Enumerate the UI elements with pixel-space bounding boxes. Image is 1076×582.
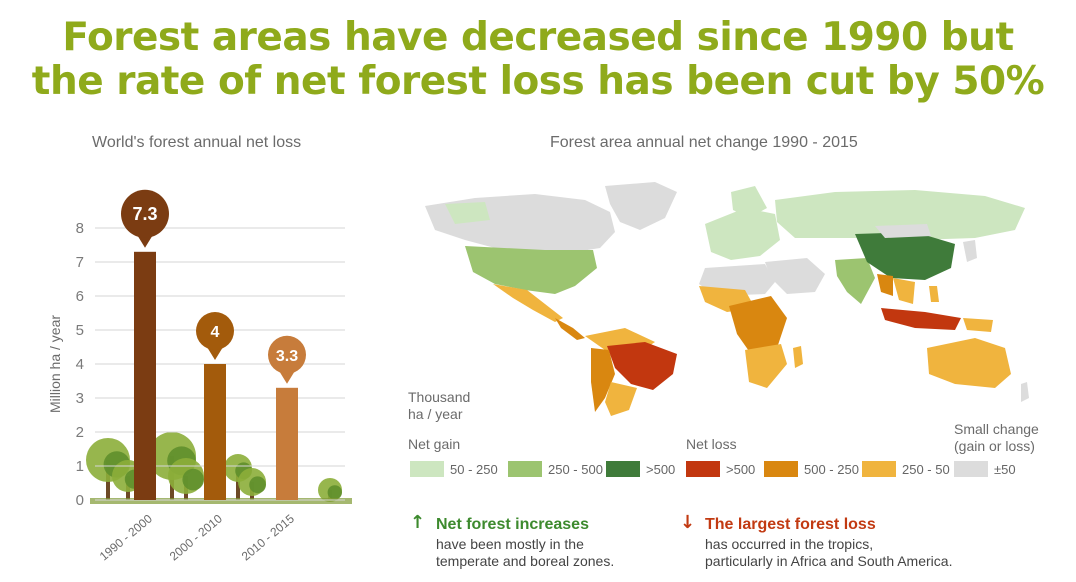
region-southern-cone (605, 382, 637, 416)
region-india (835, 258, 875, 304)
category-label: 2010 - 2015 (239, 511, 297, 563)
legend-unit-line-1: Thousand (408, 389, 471, 405)
region-mexico (493, 284, 563, 322)
region-china (855, 232, 955, 280)
region-indonesia (881, 308, 961, 330)
legend-label: >500 (726, 462, 756, 477)
y-tick-label: 8 (76, 220, 84, 237)
callout-pointer (207, 347, 223, 360)
bar (204, 364, 226, 500)
region-indochina (893, 278, 915, 304)
legend-swatch (686, 461, 720, 477)
tree-crown (249, 476, 266, 494)
region-alaska (445, 202, 490, 224)
region-europe (705, 208, 780, 260)
legend-small-title-1: Small change (954, 421, 1039, 437)
legend-swatch (508, 461, 542, 477)
region-greenland (605, 182, 677, 230)
y-tick-label: 4 (76, 356, 84, 373)
region-canada (425, 194, 615, 252)
legend-swatch (764, 461, 798, 477)
map-title: Forest area annual net change 1990 - 201… (550, 134, 858, 151)
legend-swatch (410, 461, 444, 477)
callout-pointer (279, 370, 295, 384)
region-central-africa (729, 296, 787, 354)
region-new-zealand (1021, 382, 1029, 402)
tree-crown (182, 468, 204, 491)
data-label: 7.3 (132, 204, 157, 224)
y-tick-label: 5 (76, 322, 84, 339)
category-label: 2000 - 2010 (167, 511, 225, 563)
legend-swatch (606, 461, 640, 477)
region-russia (775, 190, 1025, 240)
increase-note-heading: Net forest increases (436, 516, 589, 533)
y-tick-label: 2 (76, 424, 84, 441)
legend-label: >500 (646, 462, 676, 477)
tree-crown (327, 485, 342, 500)
y-tick-label: 3 (76, 390, 84, 407)
legend-small-title-2: (gain or loss) (954, 438, 1035, 454)
y-axis-label: Million ha / year (47, 315, 63, 413)
increase-note-line-1: have been mostly in the (436, 536, 584, 552)
legend-swatch (954, 461, 988, 477)
callout-pointer (137, 234, 153, 248)
region-mongolia (875, 224, 931, 238)
region-scandinavia (731, 186, 767, 218)
ground (90, 498, 352, 504)
region-madagascar (793, 346, 803, 368)
legend-label: 50 - 250 (450, 462, 498, 477)
callout-bubble (121, 189, 169, 238)
legend-label: ±50 (994, 462, 1016, 477)
data-label: 3.3 (276, 348, 298, 365)
loss-note-line-1: has occurred in the tropics, (705, 536, 874, 552)
legend-label: 250 - 500 (548, 462, 603, 477)
region-papua (963, 318, 993, 332)
region-australia (927, 338, 1011, 388)
category-label: 1990 - 2000 (97, 511, 155, 563)
region-philippines (929, 286, 939, 302)
region-middle-east (765, 258, 825, 294)
callout-bubble (196, 312, 234, 350)
headline-line-1: Forest areas have decreased since 1990 b… (62, 15, 1014, 60)
bar (276, 387, 298, 500)
legend-unit-line-2: ha / year (408, 406, 463, 422)
y-tick-label: 1 (76, 458, 84, 475)
bar-chart-title: World's forest annual net loss (92, 134, 302, 151)
y-tick-label: 7 (76, 254, 84, 271)
region-southern-africa (745, 344, 787, 388)
region-brazil (607, 342, 677, 390)
loss-note-line-2: particularly in Africa and South America… (705, 553, 953, 569)
region-japan (963, 240, 977, 262)
region-central-america (555, 318, 585, 340)
data-label: 4 (211, 324, 220, 341)
increase-note-line-2: temperate and boreal zones. (436, 553, 615, 569)
bar (134, 251, 156, 500)
legend-label: 250 - 50 (902, 462, 950, 477)
y-tick-label: 0 (76, 492, 84, 509)
headline-line-2: the rate of net forest loss has been cut… (31, 59, 1045, 104)
region-andes (591, 348, 615, 412)
world-map (425, 182, 1029, 416)
legend-gain-title: Net gain (408, 436, 461, 452)
down-arrow-icon: ↓ (680, 512, 696, 533)
callout-bubble (268, 335, 306, 374)
legend-loss-title: Net loss (686, 436, 737, 452)
region-myanmar (877, 274, 893, 296)
legend-label: 500 - 250 (804, 462, 859, 477)
up-arrow-icon: ↑ (410, 512, 426, 533)
y-tick-label: 6 (76, 288, 84, 305)
legend-swatch (862, 461, 896, 477)
tree-trunk (236, 468, 240, 500)
region-usa (465, 246, 597, 294)
bar-chart: 0 1 2 3 4 5 6 7 8 Million ha / year 7.3 1990 - 200… (47, 189, 352, 563)
loss-note-heading: The largest forest loss (705, 516, 876, 533)
